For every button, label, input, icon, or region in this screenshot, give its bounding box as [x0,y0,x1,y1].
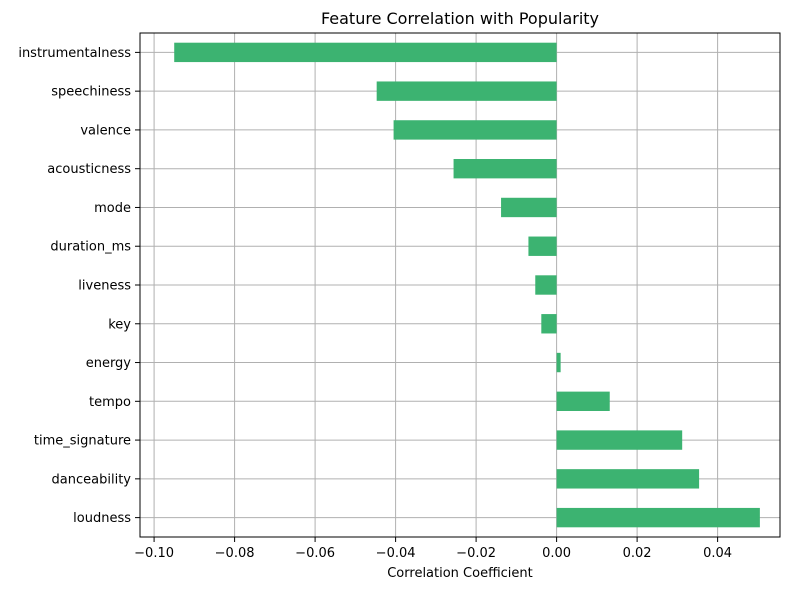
bar-duration-ms [528,236,557,256]
y-tick-label: key [108,317,131,332]
x-tick-label: −0.02 [456,546,496,561]
bars [174,42,760,528]
y-tick-label: duration_ms [50,240,131,255]
bar-liveness [535,275,557,295]
y-tick-label: acousticness [47,162,131,177]
y-tick-label: mode [94,201,131,216]
x-tick-label: −0.06 [295,546,335,561]
x-tick-label: 0.02 [623,546,652,561]
x-axis: −0.10 −0.08 −0.06 −0.04 −0.02 0.00 0.02 0.04 [134,537,732,561]
bar-instrumentalness [174,42,557,63]
x-tick-label: 0.00 [542,546,571,561]
x-axis-label: Correlation Coefficient [387,566,533,581]
x-tick-label: 0.04 [703,546,732,561]
x-tick-label: −0.10 [134,546,174,561]
bar-time-signature [556,430,683,450]
bar-mode [501,197,557,218]
bar-key [541,314,557,334]
chart-title: Feature Correlation with Popularity [321,9,599,28]
bar-valence [393,120,557,140]
y-tick-label: speechiness [51,85,131,100]
y-tick-label: liveness [78,279,131,294]
x-tick-label: −0.08 [215,546,255,561]
y-tick-label: valence [80,123,131,138]
bar-energy [556,352,561,373]
y-tick-label: instrumentalness [18,46,131,61]
grid [140,33,780,537]
y-tick-label: time_signature [34,434,131,449]
bar-acousticness [453,159,557,179]
y-tick-label: energy [86,356,132,371]
x-tick-label: −0.04 [376,546,416,561]
y-axis: instrumentalness speechiness valence acoust… [18,46,140,526]
bar-tempo [556,391,610,411]
bar-danceability [556,469,700,489]
y-tick-label: danceability [52,472,132,487]
y-tick-label: loudness [73,511,131,526]
bar-loudness [556,507,760,528]
y-tick-label: tempo [89,395,131,410]
bar-speechiness [376,81,557,101]
